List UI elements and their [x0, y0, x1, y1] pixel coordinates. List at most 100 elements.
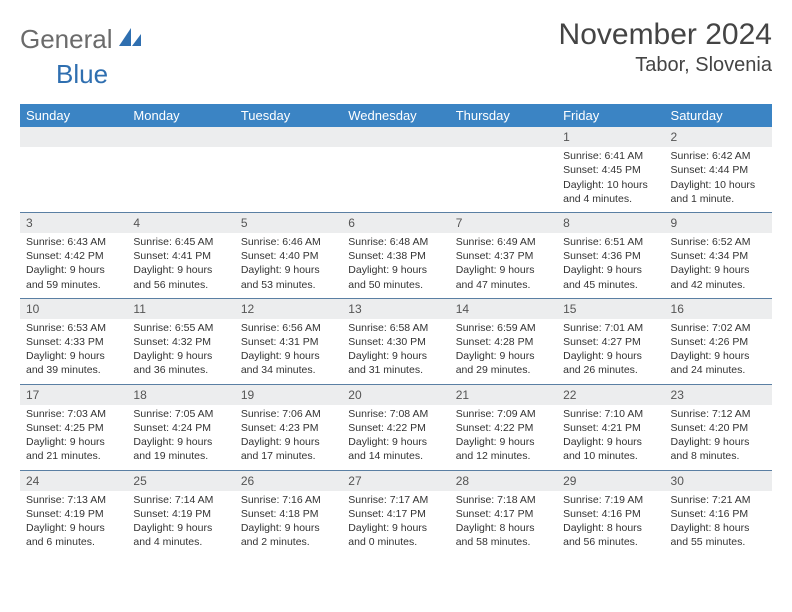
sunset-line: Sunset: 4:38 PM: [348, 249, 443, 263]
title-block: November 2024 Tabor, Slovenia: [559, 18, 772, 77]
sunrise-line: Sunrise: 7:16 AM: [241, 493, 336, 507]
sunset-line: Sunset: 4:26 PM: [671, 335, 766, 349]
daylight-line: Daylight: 9 hours and 17 minutes.: [241, 435, 336, 463]
day-number-cell: 25: [127, 470, 234, 491]
day-cell: Sunrise: 6:46 AMSunset: 4:40 PMDaylight:…: [235, 233, 342, 298]
day-number-cell: 27: [342, 470, 449, 491]
day-cell: [127, 147, 234, 212]
sunset-line: Sunset: 4:22 PM: [348, 421, 443, 435]
daylight-line: Daylight: 9 hours and 26 minutes.: [563, 349, 658, 377]
daylight-line: Daylight: 9 hours and 31 minutes.: [348, 349, 443, 377]
day-number-cell: 30: [665, 470, 772, 491]
sunrise-line: Sunrise: 6:48 AM: [348, 235, 443, 249]
day-cell: Sunrise: 6:45 AMSunset: 4:41 PMDaylight:…: [127, 233, 234, 298]
day-number-cell: 18: [127, 384, 234, 405]
daylight-line: Daylight: 9 hours and 8 minutes.: [671, 435, 766, 463]
day-number-cell: 24: [20, 470, 127, 491]
sunset-line: Sunset: 4:24 PM: [133, 421, 228, 435]
sunset-line: Sunset: 4:41 PM: [133, 249, 228, 263]
day-number-cell: 14: [450, 298, 557, 319]
day-header: Wednesday: [342, 104, 449, 127]
day-cell: Sunrise: 7:03 AMSunset: 4:25 PMDaylight:…: [20, 405, 127, 470]
sunset-line: Sunset: 4:17 PM: [456, 507, 551, 521]
sunrise-line: Sunrise: 6:58 AM: [348, 321, 443, 335]
day-number-cell: 19: [235, 384, 342, 405]
day-number-cell: 3: [20, 212, 127, 233]
sunset-line: Sunset: 4:31 PM: [241, 335, 336, 349]
day-header: Thursday: [450, 104, 557, 127]
day-cell: Sunrise: 7:09 AMSunset: 4:22 PMDaylight:…: [450, 405, 557, 470]
sunset-line: Sunset: 4:19 PM: [26, 507, 121, 521]
daylight-line: Daylight: 9 hours and 21 minutes.: [26, 435, 121, 463]
sunset-line: Sunset: 4:36 PM: [563, 249, 658, 263]
sunset-line: Sunset: 4:23 PM: [241, 421, 336, 435]
sunset-line: Sunset: 4:37 PM: [456, 249, 551, 263]
daylight-line: Daylight: 8 hours and 58 minutes.: [456, 521, 551, 549]
sunrise-line: Sunrise: 7:14 AM: [133, 493, 228, 507]
day-cell: Sunrise: 7:05 AMSunset: 4:24 PMDaylight:…: [127, 405, 234, 470]
daylight-line: Daylight: 9 hours and 0 minutes.: [348, 521, 443, 549]
sunset-line: Sunset: 4:28 PM: [456, 335, 551, 349]
logo-sail-icon: [117, 26, 143, 53]
day-number-cell: 12: [235, 298, 342, 319]
daylight-line: Daylight: 9 hours and 14 minutes.: [348, 435, 443, 463]
day-number-cell: 22: [557, 384, 664, 405]
daylight-line: Daylight: 9 hours and 6 minutes.: [26, 521, 121, 549]
sunset-line: Sunset: 4:18 PM: [241, 507, 336, 521]
day-cell: Sunrise: 6:41 AMSunset: 4:45 PMDaylight:…: [557, 147, 664, 212]
sunset-line: Sunset: 4:16 PM: [563, 507, 658, 521]
day-number-cell: 6: [342, 212, 449, 233]
sunset-line: Sunset: 4:44 PM: [671, 163, 766, 177]
day-number-cell: 10: [20, 298, 127, 319]
day-header: Friday: [557, 104, 664, 127]
day-number-cell: 1: [557, 127, 664, 147]
sunrise-line: Sunrise: 7:06 AM: [241, 407, 336, 421]
sunset-line: Sunset: 4:25 PM: [26, 421, 121, 435]
daylight-line: Daylight: 8 hours and 56 minutes.: [563, 521, 658, 549]
sunrise-line: Sunrise: 7:08 AM: [348, 407, 443, 421]
day-header: Monday: [127, 104, 234, 127]
sunrise-line: Sunrise: 7:21 AM: [671, 493, 766, 507]
day-cell: Sunrise: 7:21 AMSunset: 4:16 PMDaylight:…: [665, 491, 772, 556]
logo-text-blue: Blue: [56, 59, 108, 89]
sunrise-line: Sunrise: 6:53 AM: [26, 321, 121, 335]
day-cell: Sunrise: 6:52 AMSunset: 4:34 PMDaylight:…: [665, 233, 772, 298]
sunset-line: Sunset: 4:19 PM: [133, 507, 228, 521]
day-header: Sunday: [20, 104, 127, 127]
day-cell: Sunrise: 7:17 AMSunset: 4:17 PMDaylight:…: [342, 491, 449, 556]
daylight-line: Daylight: 9 hours and 24 minutes.: [671, 349, 766, 377]
day-number-cell: [127, 127, 234, 147]
sunrise-line: Sunrise: 6:45 AM: [133, 235, 228, 249]
daylight-line: Daylight: 9 hours and 45 minutes.: [563, 263, 658, 291]
sunrise-line: Sunrise: 7:17 AM: [348, 493, 443, 507]
day-cell: Sunrise: 7:08 AMSunset: 4:22 PMDaylight:…: [342, 405, 449, 470]
sunset-line: Sunset: 4:40 PM: [241, 249, 336, 263]
day-cell: Sunrise: 7:10 AMSunset: 4:21 PMDaylight:…: [557, 405, 664, 470]
sunrise-line: Sunrise: 7:09 AM: [456, 407, 551, 421]
day-cell: Sunrise: 7:16 AMSunset: 4:18 PMDaylight:…: [235, 491, 342, 556]
sunrise-line: Sunrise: 6:51 AM: [563, 235, 658, 249]
day-cell: [235, 147, 342, 212]
day-number-cell: 23: [665, 384, 772, 405]
day-number-cell: 9: [665, 212, 772, 233]
sunset-line: Sunset: 4:42 PM: [26, 249, 121, 263]
sunset-line: Sunset: 4:22 PM: [456, 421, 551, 435]
day-number-cell: 8: [557, 212, 664, 233]
daylight-line: Daylight: 9 hours and 39 minutes.: [26, 349, 121, 377]
sunrise-line: Sunrise: 7:18 AM: [456, 493, 551, 507]
daylight-line: Daylight: 9 hours and 53 minutes.: [241, 263, 336, 291]
sunset-line: Sunset: 4:16 PM: [671, 507, 766, 521]
day-cell: Sunrise: 7:02 AMSunset: 4:26 PMDaylight:…: [665, 319, 772, 384]
day-number-cell: 15: [557, 298, 664, 319]
day-cell: Sunrise: 7:12 AMSunset: 4:20 PMDaylight:…: [665, 405, 772, 470]
sunset-line: Sunset: 4:45 PM: [563, 163, 658, 177]
daylight-line: Daylight: 9 hours and 2 minutes.: [241, 521, 336, 549]
calendar-header-row: SundayMondayTuesdayWednesdayThursdayFrid…: [20, 104, 772, 127]
day-number-cell: 7: [450, 212, 557, 233]
month-title: November 2024: [559, 18, 772, 52]
day-number-cell: [342, 127, 449, 147]
sunrise-line: Sunrise: 6:43 AM: [26, 235, 121, 249]
day-cell: Sunrise: 6:58 AMSunset: 4:30 PMDaylight:…: [342, 319, 449, 384]
sunrise-line: Sunrise: 6:56 AM: [241, 321, 336, 335]
day-header: Tuesday: [235, 104, 342, 127]
